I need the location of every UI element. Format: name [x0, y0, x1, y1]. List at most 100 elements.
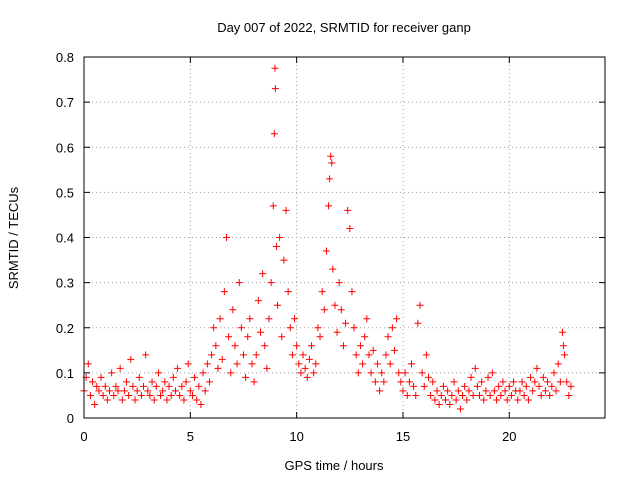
data-point [380, 378, 388, 386]
data-point [446, 400, 454, 408]
data-point [308, 342, 316, 350]
data-point [108, 369, 116, 377]
data-point [373, 360, 381, 368]
data-point [220, 288, 228, 296]
data-point [199, 369, 207, 377]
data-point [399, 387, 407, 395]
data-point [552, 387, 560, 395]
data-point [565, 391, 573, 399]
data-point [337, 306, 345, 314]
plot-frame [83, 56, 606, 419]
data-point [339, 342, 347, 350]
data-point [424, 373, 432, 381]
y-tick-label: 0.2 [56, 321, 74, 336]
data-point [246, 315, 254, 323]
data-point [344, 206, 352, 214]
data-point [352, 351, 360, 359]
y-tick-label: 0.5 [56, 185, 74, 200]
data-point [346, 224, 354, 232]
data-point [493, 396, 501, 404]
data-point [322, 247, 330, 255]
data-point [131, 396, 139, 404]
data-point [476, 391, 484, 399]
data-point [327, 152, 335, 160]
data-point [331, 301, 339, 309]
data-point [403, 391, 411, 399]
data-point [556, 378, 564, 386]
data-point [125, 391, 133, 399]
x-tick-label: 10 [289, 429, 303, 444]
data-point [369, 346, 377, 354]
data-point [93, 382, 101, 390]
data-point [514, 396, 522, 404]
data-point [261, 342, 269, 350]
data-point [348, 288, 356, 296]
data-point [237, 324, 245, 332]
data-point [439, 382, 447, 390]
data-point [242, 373, 250, 381]
data-point [133, 387, 141, 395]
data-point [282, 206, 290, 214]
data-point [359, 360, 367, 368]
data-point [561, 351, 569, 359]
data-point [299, 351, 307, 359]
data-point [501, 387, 509, 395]
data-point [495, 382, 503, 390]
data-point [205, 378, 213, 386]
data-point [267, 279, 275, 287]
data-point [537, 391, 545, 399]
data-point [503, 396, 511, 404]
data-point [560, 342, 568, 350]
data-point [188, 391, 196, 399]
data-point [278, 333, 286, 341]
data-point [386, 360, 394, 368]
data-point [178, 382, 186, 390]
data-point [295, 360, 303, 368]
data-point [252, 351, 260, 359]
data-point [150, 396, 158, 404]
data-point [518, 378, 526, 386]
data-point [222, 234, 230, 241]
data-point [427, 391, 435, 399]
data-point [163, 396, 171, 404]
data-point [510, 378, 518, 386]
data-point [152, 382, 160, 390]
data-point [148, 378, 156, 386]
data-point [193, 396, 201, 404]
data-point [388, 324, 396, 332]
data-point [239, 351, 247, 359]
data-point [484, 373, 492, 381]
data-point [272, 243, 280, 251]
data-point [478, 378, 486, 386]
data-point [393, 315, 401, 323]
data-point [310, 369, 318, 377]
data-point [382, 351, 390, 359]
data-point [101, 382, 109, 390]
data-point [182, 378, 190, 386]
data-point [271, 85, 279, 93]
data-point [435, 400, 443, 408]
data-point [118, 396, 126, 404]
data-point [106, 387, 114, 395]
data-point [103, 396, 111, 404]
data-point [541, 387, 549, 395]
y-tick-label: 0.7 [56, 95, 74, 110]
data-point [159, 387, 167, 395]
data-point [297, 369, 305, 377]
data-point [301, 364, 309, 372]
data-point [233, 360, 241, 368]
data-point [533, 364, 541, 372]
data-point [546, 391, 554, 399]
data-point [176, 391, 184, 399]
data-point [291, 315, 299, 323]
data-point [414, 319, 422, 327]
data-point [129, 382, 137, 390]
data-point [86, 391, 94, 399]
data-point [270, 130, 278, 138]
x-tick-label: 5 [187, 429, 194, 444]
data-point [490, 387, 498, 395]
grid-lines [84, 57, 605, 418]
data-point [325, 202, 333, 210]
x-tick-label: 20 [502, 429, 516, 444]
data-point [405, 378, 413, 386]
